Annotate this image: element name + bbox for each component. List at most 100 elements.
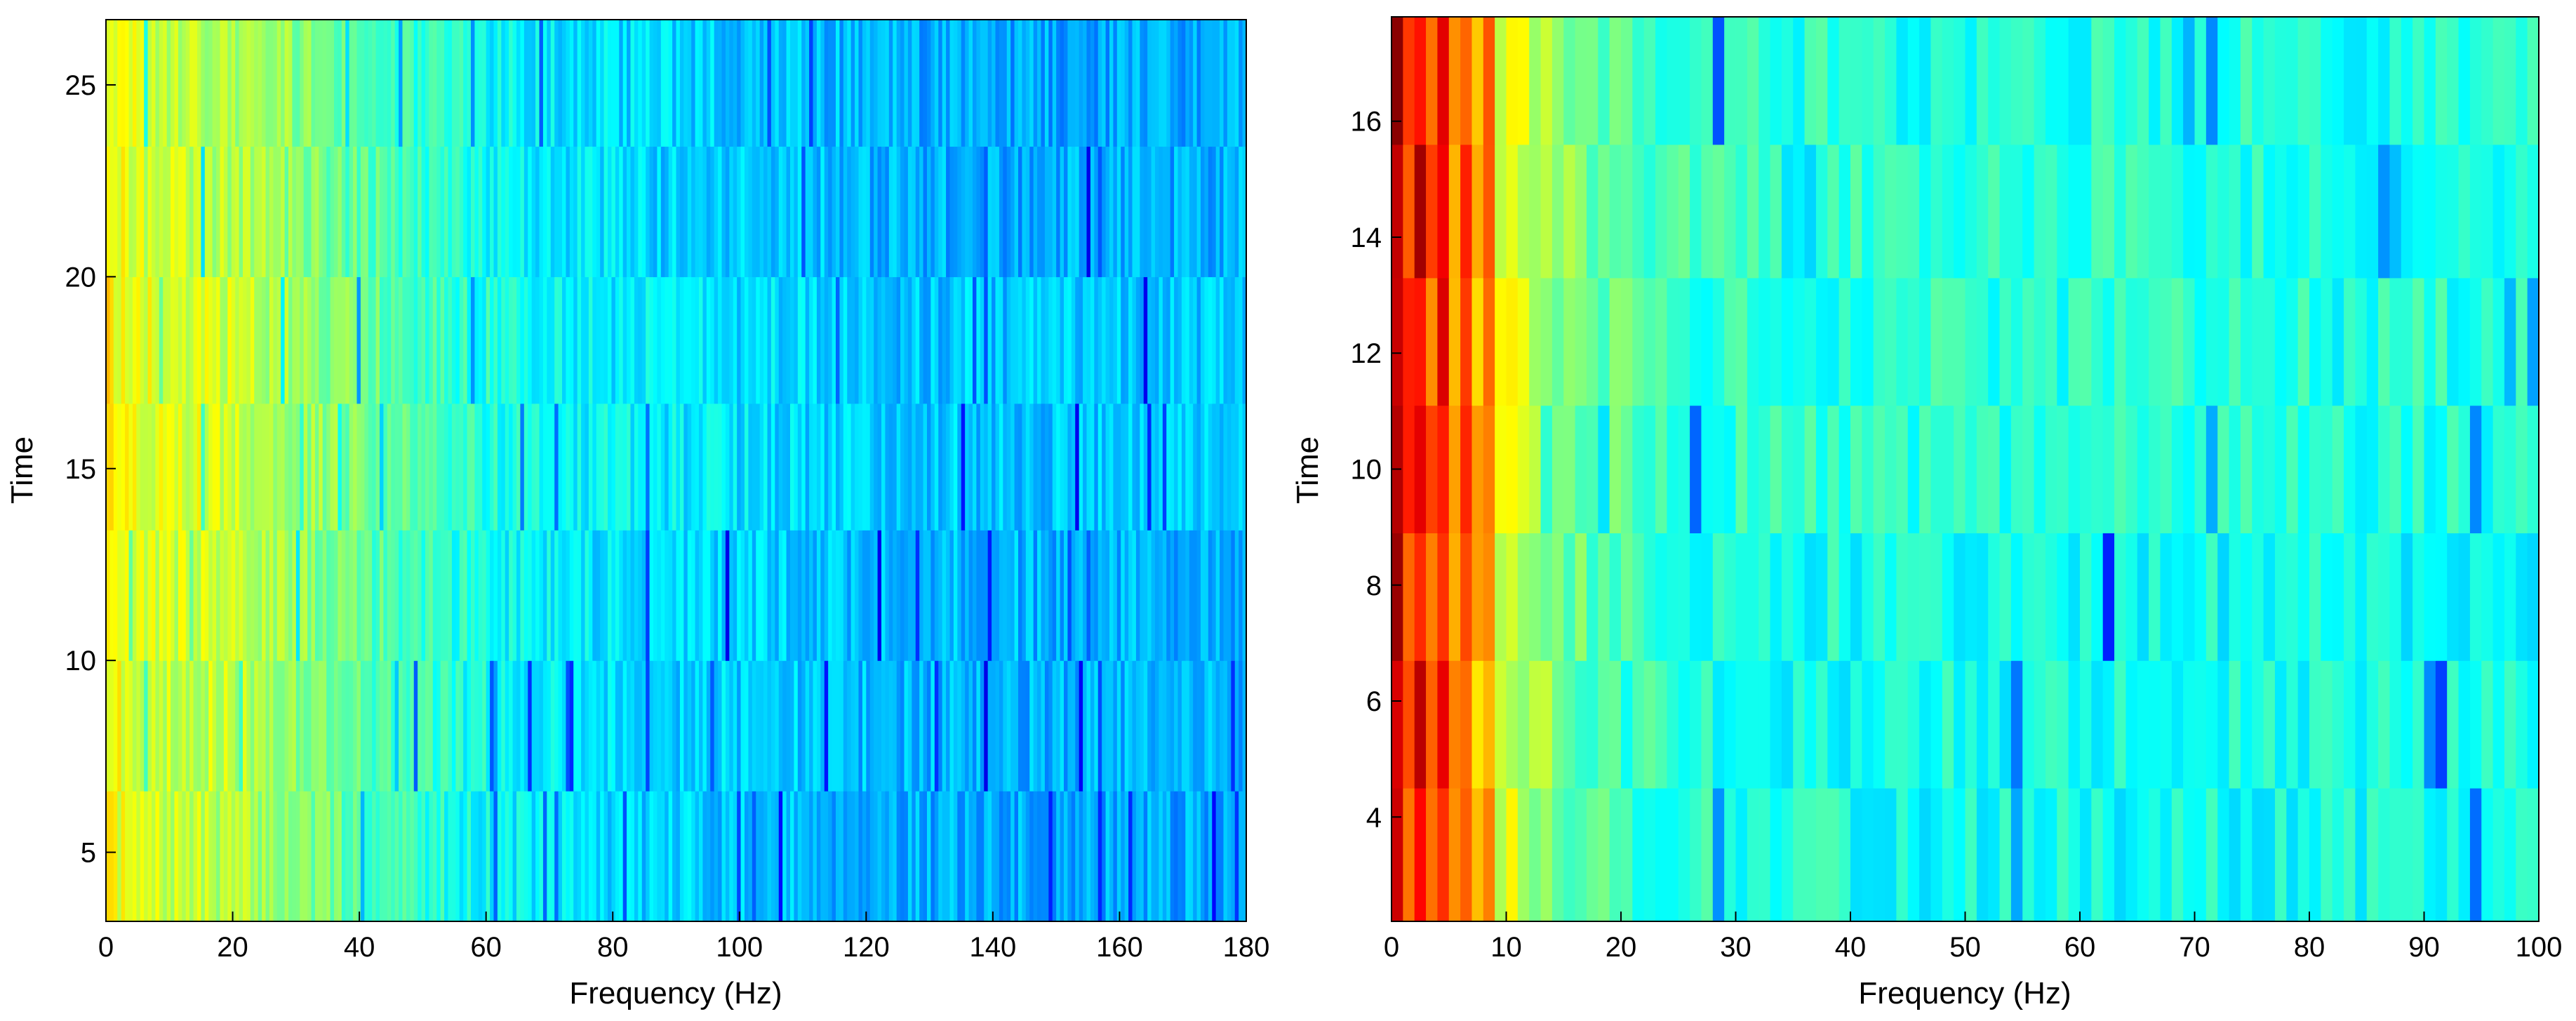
spectrogram-cell [1976, 787, 1989, 922]
spectrogram-cell [1170, 791, 1175, 922]
spectrogram-cell [231, 403, 236, 530]
spectrogram-cell [155, 791, 160, 922]
spectrogram-cell [858, 530, 863, 661]
spectrogram-cell [1575, 405, 1587, 533]
spectrogram-cell [364, 276, 369, 404]
spectrogram-cell [2274, 144, 2287, 279]
spectrogram-cell [965, 660, 970, 792]
spectrogram-cell [269, 530, 274, 661]
spectrogram-cell [839, 146, 844, 277]
spectrogram-cell [444, 530, 449, 661]
spectrogram-cell [2516, 277, 2528, 406]
spectrogram-cell [699, 276, 704, 404]
spectrogram-cell [968, 660, 973, 792]
spectrogram-cell [1033, 660, 1038, 792]
spectrogram-cell [668, 403, 673, 530]
spectrogram-cell [813, 791, 817, 922]
spectrogram-cell [1029, 146, 1034, 277]
spectrogram-cell [547, 791, 552, 922]
spectrogram-cell [276, 660, 281, 792]
spectrogram-cell [957, 276, 962, 404]
spectrogram-cell [976, 276, 981, 404]
spectrogram-cell [1181, 403, 1186, 530]
spectrogram-cell [467, 530, 472, 661]
spectrogram-cell [748, 791, 753, 922]
spectrogram-cell [2297, 405, 2310, 533]
spectrogram-cell [1735, 144, 1748, 279]
spectrogram-cell [2160, 17, 2173, 145]
spectrogram-cell [930, 660, 935, 792]
spectrogram-cell [330, 146, 335, 277]
spectrogram-cell [1105, 276, 1110, 404]
spectrogram-cell [912, 660, 916, 792]
spectrogram-cell [1747, 660, 1759, 789]
spectrogram-cell [919, 146, 924, 277]
spectrogram-cell [1529, 533, 1542, 661]
spectrogram-cell [1201, 146, 1206, 277]
spectrogram-cell [756, 530, 761, 661]
spectrogram-cell [1067, 276, 1072, 404]
spectrogram-cell [706, 276, 711, 404]
spectrogram-cell [467, 146, 472, 277]
spectrogram-cell [1885, 787, 1897, 922]
spectrogram-cell [174, 530, 179, 661]
left-x-axis-ticks: 0 20 40 60 80 100 120 140 160 180 [98, 912, 1269, 963]
spectrogram-cell [634, 660, 639, 792]
spectrogram-cell [166, 530, 171, 661]
spectrogram-cell [2297, 660, 2310, 789]
spectrogram-cell [953, 791, 958, 922]
spectrogram-cell [1128, 276, 1133, 404]
spectrogram-cell [1239, 276, 1243, 404]
spectrogram-cell [1437, 787, 1450, 922]
spectrogram-cell [2183, 405, 2196, 533]
spectrogram-cell [1448, 533, 1461, 661]
spectrogram-cell [307, 146, 312, 277]
spectrogram-cell [1067, 791, 1072, 922]
spectrogram-cell [1189, 20, 1194, 147]
spectrogram-cell [2102, 17, 2115, 145]
spectrogram-cell [725, 20, 730, 147]
spectrogram-cell [585, 276, 589, 404]
spectrogram-cell [512, 403, 517, 530]
spectrogram-cell [2492, 277, 2505, 406]
spectrogram-cell [1220, 276, 1224, 404]
spectrogram-cell [721, 660, 726, 792]
spectrogram-cell [368, 791, 373, 922]
spectrogram-cell [493, 791, 498, 922]
spectrogram-cell [832, 791, 836, 922]
spectrogram-cell [1071, 530, 1076, 661]
spectrogram-cell [2194, 533, 2207, 661]
spectrogram-cell [193, 20, 198, 147]
spectrogram-cell [429, 660, 434, 792]
spectrogram-cell [269, 20, 274, 147]
spectrogram-cell [622, 660, 627, 792]
spectrogram-cell [2332, 17, 2344, 145]
spectrogram-cell [1759, 17, 1771, 145]
spectrogram-cell [1121, 20, 1126, 147]
spectrogram-cell [866, 791, 871, 922]
spectrogram-cell [1885, 17, 1897, 145]
spectrogram-cell [147, 146, 152, 277]
spectrogram-cell [2171, 277, 2184, 406]
spectrogram-cell [2469, 17, 2482, 145]
spectrogram-cell [1018, 146, 1023, 277]
spectrogram-cell [938, 403, 943, 530]
spectrogram-cell [2492, 787, 2505, 922]
spectrogram-cell [1437, 533, 1450, 661]
spectrogram-cell [117, 146, 122, 277]
spectrogram-cell [2229, 144, 2241, 279]
spectrogram-cell [1575, 533, 1587, 661]
spectrogram-cell [566, 146, 570, 277]
spectrogram-cell [934, 20, 939, 147]
spectrogram-cell [600, 660, 605, 792]
spectrogram-cell [463, 660, 468, 792]
spectrogram-cell [786, 403, 791, 530]
spectrogram-cell [1551, 144, 1564, 279]
spectrogram-cell [1426, 787, 1438, 922]
spectrogram-cell [451, 530, 456, 661]
spectrogram-cell [436, 20, 441, 147]
spectrogram-cell [185, 20, 190, 147]
spectrogram-cell [2194, 144, 2207, 279]
spectrogram-cell [923, 660, 928, 792]
spectrogram-cell [855, 660, 860, 792]
